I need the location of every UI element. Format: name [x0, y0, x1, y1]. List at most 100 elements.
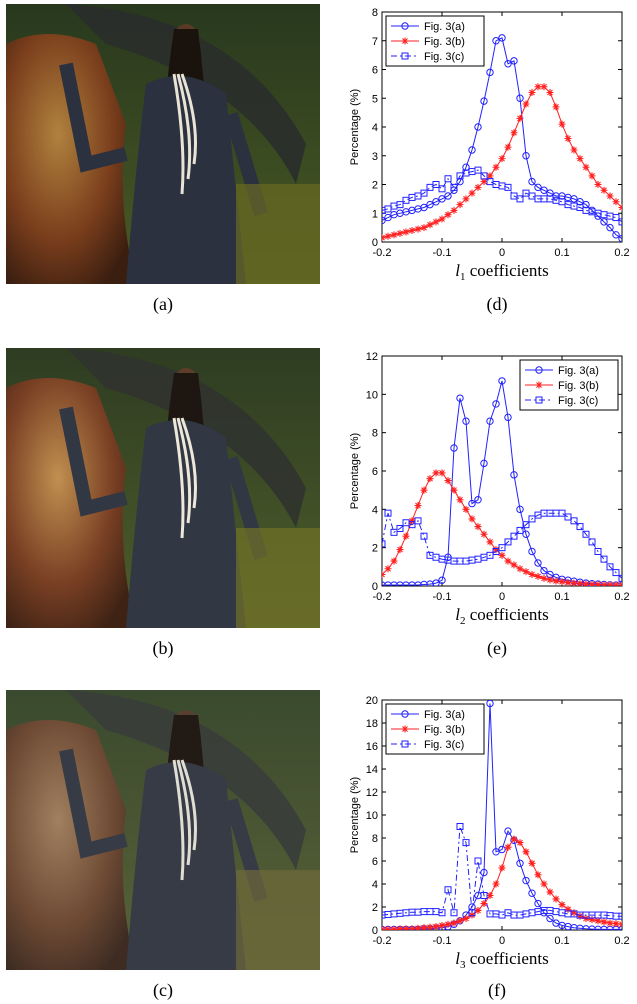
data-point [408, 227, 416, 234]
y-tick-label: 0 [372, 581, 378, 593]
y-tick-label: 6 [372, 466, 378, 478]
data-point [504, 143, 512, 151]
data-point [510, 129, 518, 137]
data-point [534, 572, 542, 580]
data-point [510, 471, 518, 479]
data-point [438, 195, 446, 203]
data-point [396, 201, 404, 209]
data-point [516, 859, 524, 868]
caption-f: (f) [488, 980, 506, 1000]
data-point [402, 228, 410, 236]
data-point [498, 34, 506, 42]
data-point [414, 924, 422, 930]
data-point [486, 538, 494, 546]
data-point [570, 146, 578, 154]
data-point [382, 216, 386, 225]
data-point [510, 57, 518, 65]
data-point [462, 505, 470, 513]
data-point [468, 189, 476, 197]
legend-label: Fig. 3(c) [558, 395, 598, 407]
data-point [408, 925, 416, 930]
series-line [382, 512, 622, 579]
data-point [504, 183, 512, 191]
data-point [606, 223, 614, 232]
legend-label: Fig. 3(a) [424, 709, 465, 721]
data-point [474, 523, 482, 531]
data-point [516, 526, 524, 534]
data-point [426, 221, 434, 229]
data-point [582, 163, 590, 171]
data-point [390, 231, 398, 239]
legend-label: Fig. 3(a) [558, 365, 599, 377]
legend: Fig. 3(a) Fig. 3(b) Fig. 3(c) [385, 15, 485, 67]
data-point [552, 577, 560, 585]
data-point [444, 175, 452, 183]
legend-marker [401, 52, 409, 60]
data-point [510, 835, 518, 843]
data-point [510, 532, 518, 540]
legend-marker [535, 381, 543, 389]
data-point [576, 580, 584, 586]
data-point [612, 581, 620, 586]
x-tick-label: -0.2 [373, 247, 392, 259]
y-tick-label: 8 [372, 7, 378, 19]
data-point [522, 530, 530, 538]
data-point [486, 892, 494, 899]
data-point [588, 538, 596, 546]
data-point [546, 888, 554, 896]
y-tick-label: 7 [372, 36, 378, 48]
data-point [600, 581, 608, 586]
data-point [396, 525, 404, 532]
data-point [540, 186, 548, 194]
legend: Fig. 3(a) Fig. 3(b) Fig. 3(c) [385, 703, 485, 755]
data-point [618, 218, 622, 226]
x-tick-label: -0.2 [373, 935, 392, 947]
data-point [382, 540, 386, 548]
data-point [528, 89, 536, 96]
data-point [456, 917, 464, 925]
series-2 [382, 835, 622, 930]
data-point [408, 517, 416, 525]
data-point [612, 214, 620, 222]
data-point [522, 876, 530, 885]
data-point [612, 231, 620, 239]
data-point [426, 475, 434, 483]
data-point [390, 925, 398, 930]
x-tick-label: 0.2 [614, 247, 629, 259]
y-tick-label: 6 [372, 856, 378, 868]
data-point [474, 166, 482, 174]
data-point [486, 68, 494, 77]
data-point [498, 544, 506, 552]
legend-label: Fig. 3(b) [424, 36, 465, 48]
data-point [564, 579, 572, 586]
y-tick-label: 1 [372, 208, 378, 220]
data-point [618, 574, 622, 582]
data-point [612, 198, 620, 206]
data-point [414, 502, 422, 509]
data-point [516, 505, 524, 514]
data-point [438, 909, 446, 917]
data-point [432, 469, 440, 477]
data-point [456, 496, 464, 504]
y-tick-label: 18 [366, 718, 378, 730]
y-tick-label: 6 [372, 65, 378, 77]
data-point [534, 559, 542, 567]
data-point [570, 579, 578, 586]
data-point [432, 579, 440, 586]
data-point [570, 517, 578, 525]
data-point [474, 123, 482, 131]
x-axis-label: l2 coefficients [455, 605, 548, 627]
data-point [456, 823, 464, 830]
data-point [504, 827, 512, 835]
data-point [612, 920, 620, 928]
data-point [540, 566, 548, 575]
y-tick-label: 2 [372, 180, 378, 192]
data-point [486, 700, 494, 708]
data-point [594, 917, 602, 925]
data-point [468, 911, 476, 919]
data-point [564, 905, 572, 913]
data-point [390, 557, 398, 565]
data-point [570, 909, 578, 917]
data-point [468, 499, 476, 508]
series-3 [382, 823, 622, 920]
